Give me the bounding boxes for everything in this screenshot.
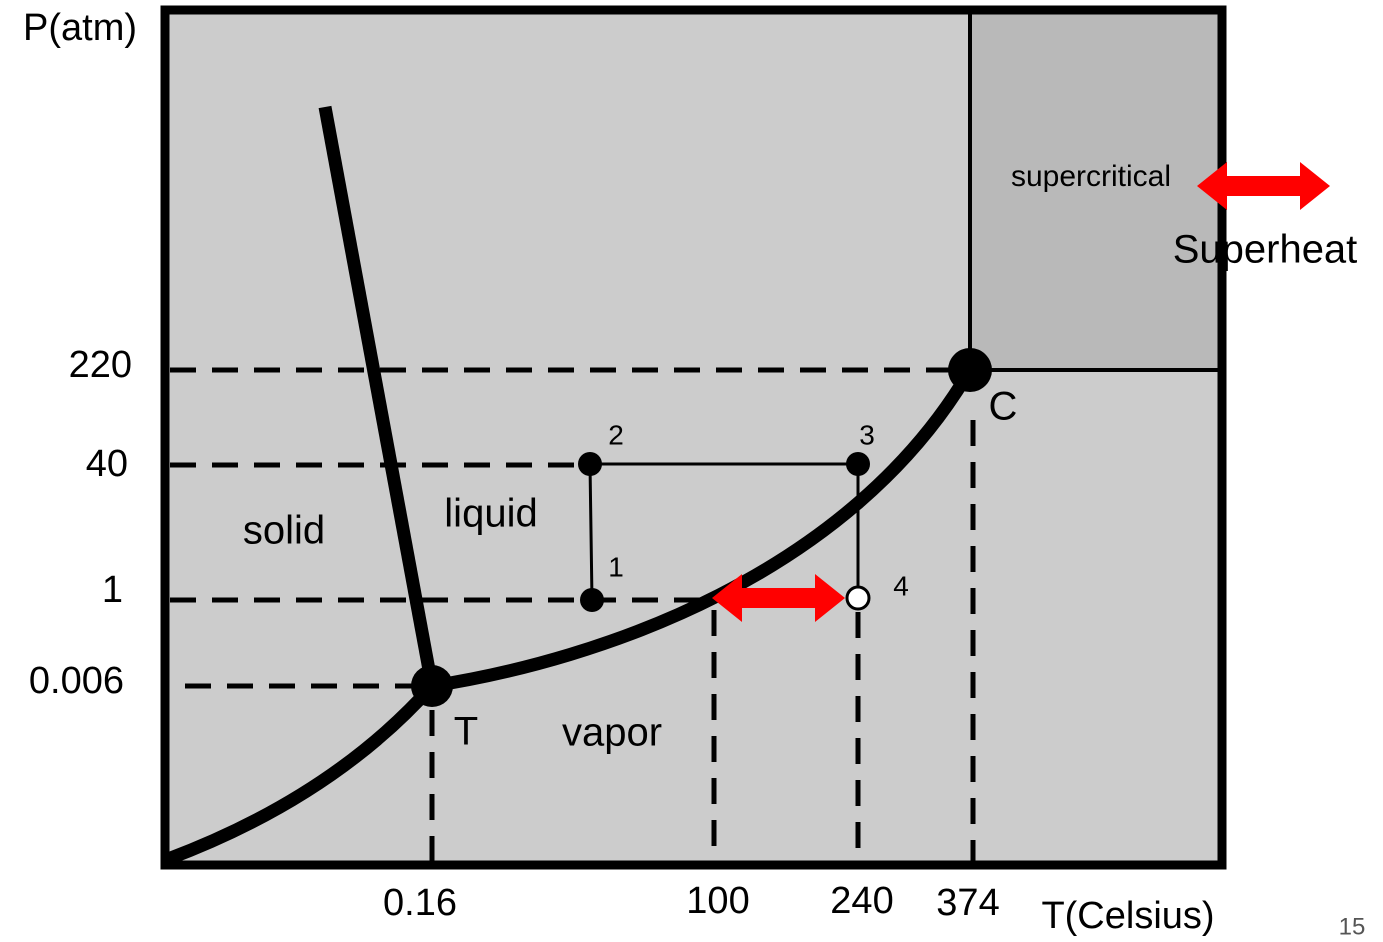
- region-label: supercritical: [1011, 160, 1171, 193]
- point-label: C: [989, 385, 1018, 429]
- point-label: 3: [859, 419, 875, 450]
- melting-curve: [318, 105, 439, 688]
- page-number: 15: [1339, 913, 1366, 940]
- sublimation-curve: [165, 681, 437, 865]
- double-arrow: [1197, 162, 1330, 210]
- annotation: Superheat: [1173, 228, 1358, 272]
- double-arrow: [712, 574, 845, 622]
- x-axis-label: T(Celsius): [1041, 895, 1214, 937]
- point-label: T: [454, 710, 478, 754]
- x-tick-label: 240: [830, 880, 893, 922]
- triple-point: [411, 665, 453, 707]
- region-label: liquid: [444, 492, 537, 536]
- y-tick-label: 40: [86, 443, 128, 485]
- state-point: [845, 585, 871, 611]
- state-point: [578, 452, 602, 476]
- x-tick-label: 100: [686, 880, 749, 922]
- process-line: [588, 462, 860, 601]
- y-tick-label: 0.006: [29, 660, 124, 702]
- y-tick-label: 220: [69, 344, 132, 386]
- guide-lines: [170, 367, 976, 865]
- supercritical-region: [970, 10, 1222, 370]
- critical-point: [948, 348, 992, 392]
- state-point: [846, 452, 870, 476]
- process-path: [578, 452, 871, 612]
- point-label: 1: [608, 551, 624, 582]
- y-axis-label: P(atm): [23, 7, 137, 49]
- y-tick-label: 1: [102, 569, 123, 611]
- red-arrows: [712, 162, 1330, 622]
- plot-frame: [160, 5, 1227, 870]
- state-point: [580, 588, 604, 612]
- x-tick-label: 374: [936, 882, 999, 924]
- region-label: solid: [243, 509, 325, 553]
- point-label: 2: [608, 419, 624, 450]
- point-label: 4: [893, 570, 909, 601]
- x-tick-label: 0.16: [383, 882, 457, 924]
- region-label: vapor: [562, 711, 662, 755]
